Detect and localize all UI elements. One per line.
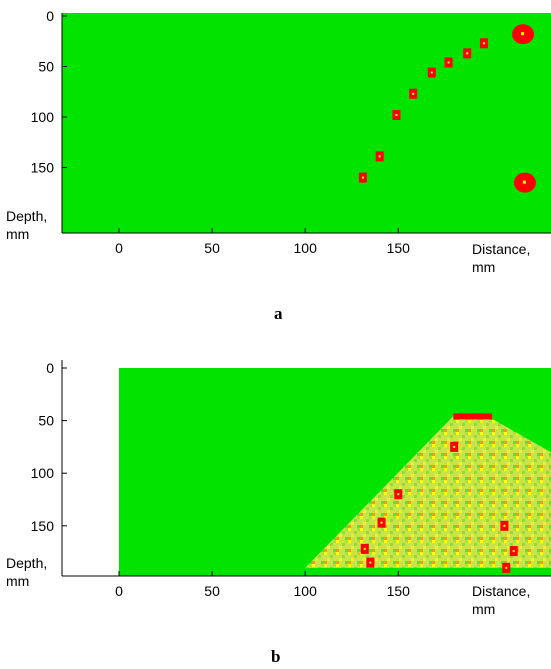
defect-mark xyxy=(377,517,386,528)
defect-highlight xyxy=(453,445,456,448)
defect-mark xyxy=(360,543,369,554)
defect-blob xyxy=(472,413,493,420)
panel-b-ylabel-line1: Depth, xyxy=(6,555,47,571)
panel-a-ylabel-line2: mm xyxy=(6,226,29,242)
defect-mark xyxy=(453,413,474,420)
panel-a-xlabel-line1: Distance, xyxy=(472,241,530,257)
panel-b-xlabel-line1: Distance, xyxy=(472,583,530,599)
defect-mark xyxy=(366,557,375,568)
defect-mark xyxy=(394,489,403,500)
x-tick-label: 50 xyxy=(204,583,220,599)
defect-mark xyxy=(513,172,536,193)
y-tick-label: 50 xyxy=(38,413,54,429)
defect-mark xyxy=(427,67,436,78)
x-tick-label: 150 xyxy=(387,240,411,256)
panel-a: 0 50 100 150 0 50 100 150 Depth, mm Distance, m… xyxy=(6,8,551,323)
defect-highlight xyxy=(397,493,400,496)
panel-a-defects xyxy=(358,24,536,193)
y-tick-label: 100 xyxy=(31,109,55,125)
defect-highlight xyxy=(430,71,433,74)
defect-highlight xyxy=(505,566,508,569)
panel-b-axes: 0 50 100 150 0 50 100 150 xyxy=(31,360,551,599)
defect-highlight xyxy=(378,155,381,158)
x-tick-label: 50 xyxy=(204,240,220,256)
defect-mark xyxy=(512,24,535,45)
panel-b-scan-region xyxy=(305,415,551,568)
panel-b-defects xyxy=(360,413,518,573)
x-tick-label: 0 xyxy=(115,240,123,256)
panel-a-xlabel-line2: mm xyxy=(472,259,495,275)
defect-mark xyxy=(509,546,518,557)
defect-highlight xyxy=(503,524,506,527)
defect-highlight xyxy=(412,92,415,95)
panel-b-label: b xyxy=(271,647,280,666)
defect-blob xyxy=(453,413,474,420)
defect-mark xyxy=(444,57,453,68)
defect-mark xyxy=(375,151,384,162)
panel-b: 0 50 100 150 0 50 100 150 Depth, mm Distance, m… xyxy=(6,360,551,666)
defect-highlight xyxy=(521,32,525,36)
y-tick-label: 150 xyxy=(31,160,55,176)
x-tick-label: 100 xyxy=(294,240,318,256)
x-tick-label: 0 xyxy=(115,583,123,599)
panel-a-label: a xyxy=(274,304,283,323)
panel-a-axes: 0 50 100 150 0 50 100 150 xyxy=(31,8,551,256)
defect-mark xyxy=(500,520,509,531)
panel-b-xlabel-line2: mm xyxy=(472,601,495,617)
defect-mark xyxy=(479,38,488,49)
y-tick-label: 0 xyxy=(46,360,54,376)
panel-a-ylabel-line1: Depth, xyxy=(6,208,47,224)
x-tick-label: 100 xyxy=(294,583,318,599)
y-tick-label: 0 xyxy=(46,8,54,24)
defect-highlight xyxy=(369,561,372,564)
y-tick-label: 150 xyxy=(31,518,55,534)
y-tick-label: 50 xyxy=(38,59,54,75)
defect-highlight xyxy=(466,52,469,55)
x-tick-label: 150 xyxy=(387,583,411,599)
defect-mark xyxy=(472,413,493,420)
defect-highlight xyxy=(363,547,366,550)
defect-highlight xyxy=(512,550,515,553)
defect-highlight xyxy=(395,113,398,116)
defect-mark xyxy=(502,562,511,573)
defect-highlight xyxy=(522,180,526,184)
defect-mark xyxy=(463,48,472,59)
defect-highlight xyxy=(361,176,364,179)
defect-highlight xyxy=(482,42,485,45)
panel-a-background xyxy=(62,13,551,233)
defect-highlight xyxy=(380,521,383,524)
y-tick-label: 100 xyxy=(31,465,55,481)
defect-mark xyxy=(392,109,401,120)
defect-highlight xyxy=(447,61,450,64)
defect-mark xyxy=(409,88,418,99)
defect-mark xyxy=(358,172,367,183)
panel-b-ylabel-line2: mm xyxy=(6,573,29,589)
defect-mark xyxy=(450,441,459,452)
